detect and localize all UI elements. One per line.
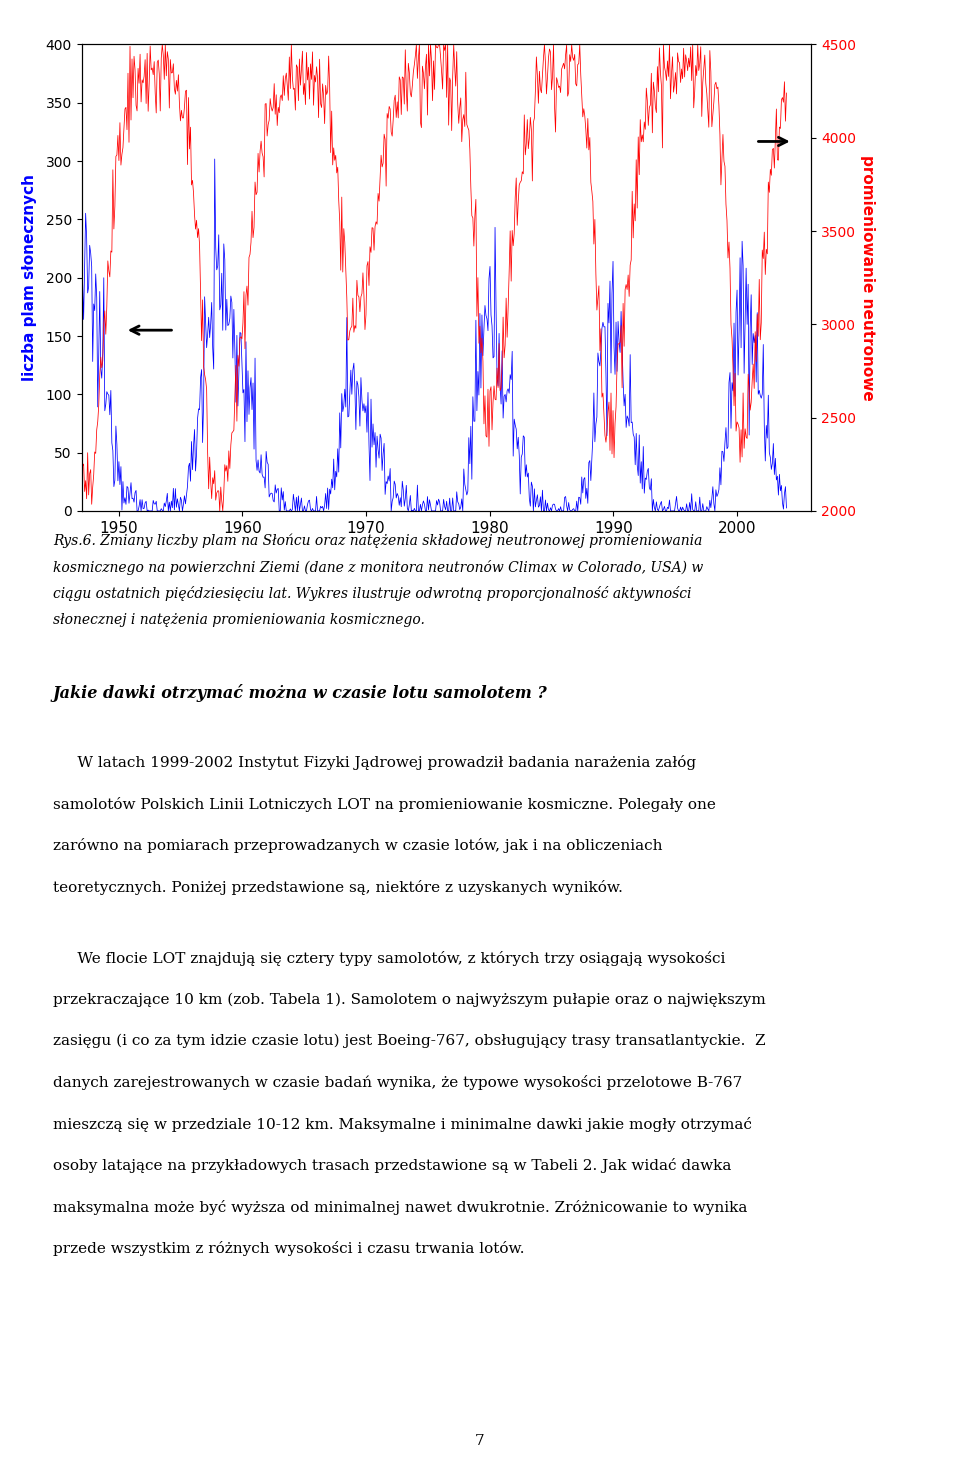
Text: teoretycznych. Poniżej przedstawione są, niektóre z uzyskanych wyników.: teoretycznych. Poniżej przedstawione są,…	[53, 880, 623, 895]
Text: osoby latające na przykładowych trasach przedstawione są w Tabeli 2. Jak widać d: osoby latające na przykładowych trasach …	[53, 1158, 732, 1173]
Text: ciągu ostatnich pięćdziesięciu lat. Wykres ilustruje odwrotną proporcjonalność a: ciągu ostatnich pięćdziesięciu lat. Wykr…	[53, 586, 691, 601]
Text: kosmicznego na powierzchni Ziemi (dane z monitora neutronów Climax w Colorado, U: kosmicznego na powierzchni Ziemi (dane z…	[53, 560, 703, 575]
Text: Jakie dawki otrzymać można w czasie lotu samolotem ?: Jakie dawki otrzymać można w czasie lotu…	[53, 684, 547, 702]
Text: zarówno na pomiarach przeprowadzanych w czasie lotów, jak i na obliczeniach: zarówno na pomiarach przeprowadzanych w …	[53, 838, 662, 853]
Text: Rys.6. Zmiany liczby plam na Słońcu oraz natężenia składowej neutronowej promien: Rys.6. Zmiany liczby plam na Słońcu oraz…	[53, 533, 702, 548]
Text: przede wszystkim z różnych wysokości i czasu trwania lotów.: przede wszystkim z różnych wysokości i c…	[53, 1241, 524, 1256]
Text: danych zarejestrowanych w czasie badań wynika, że typowe wysokości przelotowe B-: danych zarejestrowanych w czasie badań w…	[53, 1075, 742, 1090]
Y-axis label: promieniowanie neutronowe: promieniowanie neutronowe	[860, 156, 876, 400]
Text: przekraczające 10 km (zob. Tabela 1). Samolotem o najwyższym pułapie oraz o najw: przekraczające 10 km (zob. Tabela 1). Sa…	[53, 992, 765, 1007]
Text: samolotów Polskich Linii Lotniczych LOT na promieniowanie kosmiczne. Polegały on: samolotów Polskich Linii Lotniczych LOT …	[53, 797, 715, 812]
Text: We flocie LOT znajdują się cztery typy samolotów, z których trzy osiągają wysoko: We flocie LOT znajdują się cztery typy s…	[53, 951, 725, 966]
Text: W latach 1999-2002 Instytut Fizyki Jądrowej prowadził badania narażenia załóg: W latach 1999-2002 Instytut Fizyki Jądro…	[53, 755, 696, 770]
Text: zasięgu (i co za tym idzie czasie lotu) jest Boeing-767, obsługujący trasy trans: zasięgu (i co za tym idzie czasie lotu) …	[53, 1034, 765, 1049]
Text: maksymalna może być wyższa od minimalnej nawet dwukrotnie. Zróżnicowanie to wyni: maksymalna może być wyższa od minimalnej…	[53, 1200, 747, 1214]
Y-axis label: liczba plam słonecznych: liczba plam słonecznych	[22, 175, 37, 381]
Text: mieszczą się w przedziale 10-12 km. Maksymalne i minimalne dawki jakie mogły otr: mieszczą się w przedziale 10-12 km. Maks…	[53, 1117, 752, 1131]
Text: słonecznej i natężenia promieniowania kosmicznego.: słonecznej i natężenia promieniowania ko…	[53, 613, 424, 626]
Text: 7: 7	[475, 1435, 485, 1448]
